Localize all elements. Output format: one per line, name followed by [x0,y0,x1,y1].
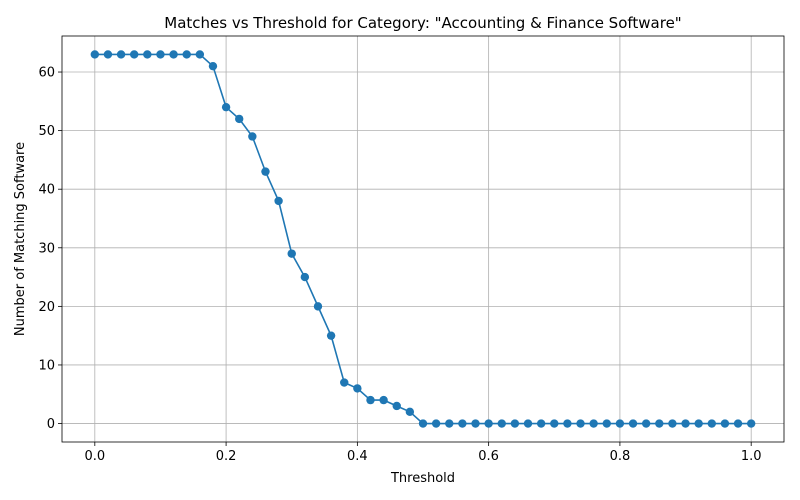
y-tick-label: 60 [38,66,55,81]
y-axis-label: Number of Matching Software [13,142,28,336]
y-tick-label: 20 [38,300,55,315]
series-line-group [90,50,756,428]
data-point [405,407,415,417]
data-point [707,419,716,428]
plot-frame [61,35,785,443]
data-point [130,50,139,59]
data-point [563,419,572,428]
data-point [694,419,703,428]
data-point [90,50,100,59]
x-tick-label: 1.0 [741,449,762,464]
data-point [681,419,690,428]
data-point [169,50,178,59]
data-point [510,419,520,428]
y-tick-label: 30 [38,241,55,256]
data-point [182,50,191,59]
data-point [103,50,113,59]
y-tick-label: 40 [38,183,55,198]
axes: 0.0 0.2 0.4 0.6 0.8 1.0 0 10 20 30 40 50 60 [38,35,785,464]
data-point [274,196,283,206]
data-point [641,419,651,428]
x-tick-label: 0.0 [84,449,105,464]
data-point [261,167,270,176]
data-point [458,419,467,428]
data-point [300,272,310,282]
data-point [589,419,598,428]
grid [62,36,784,442]
data-point [156,50,165,59]
data-point [287,249,296,258]
x-tick-label: 0.4 [347,449,368,464]
data-point [720,419,730,428]
y-tick-label: 10 [38,358,55,373]
data-point [248,132,257,141]
data-point [313,302,323,311]
x-tick-label: 0.6 [478,449,499,464]
data-point [602,419,611,428]
data-point [116,50,126,59]
data-point [445,419,454,428]
y-tick-label: 50 [38,124,55,139]
data-point [615,419,625,428]
data-point [471,419,480,428]
data-point [746,419,756,428]
data-point [550,419,559,428]
data-point [668,419,677,428]
chart-title: Matches vs Threshold for Category: "Acco… [164,14,681,32]
data-point [431,419,441,428]
data-point [379,395,388,405]
data-point [221,102,231,112]
y-tick-label: 0 [47,417,55,432]
data-point [418,419,428,428]
data-point [235,114,244,124]
data-point [523,419,533,428]
x-tick-label: 0.2 [216,449,237,464]
data-point [340,378,349,387]
data-point [536,419,546,428]
data-point [195,50,205,59]
data-point [655,419,664,428]
data-point [628,419,638,428]
data-point [392,401,401,411]
data-point [366,395,375,405]
data-point [353,384,362,393]
data-point [733,419,743,428]
x-axis-label: Threshold [390,471,455,486]
data-point [326,331,336,340]
data-point [143,50,152,59]
data-point [484,419,493,428]
data-point [208,61,218,71]
x-tick-label: 0.8 [610,449,631,464]
data-point [576,419,585,428]
data-point [497,419,506,428]
